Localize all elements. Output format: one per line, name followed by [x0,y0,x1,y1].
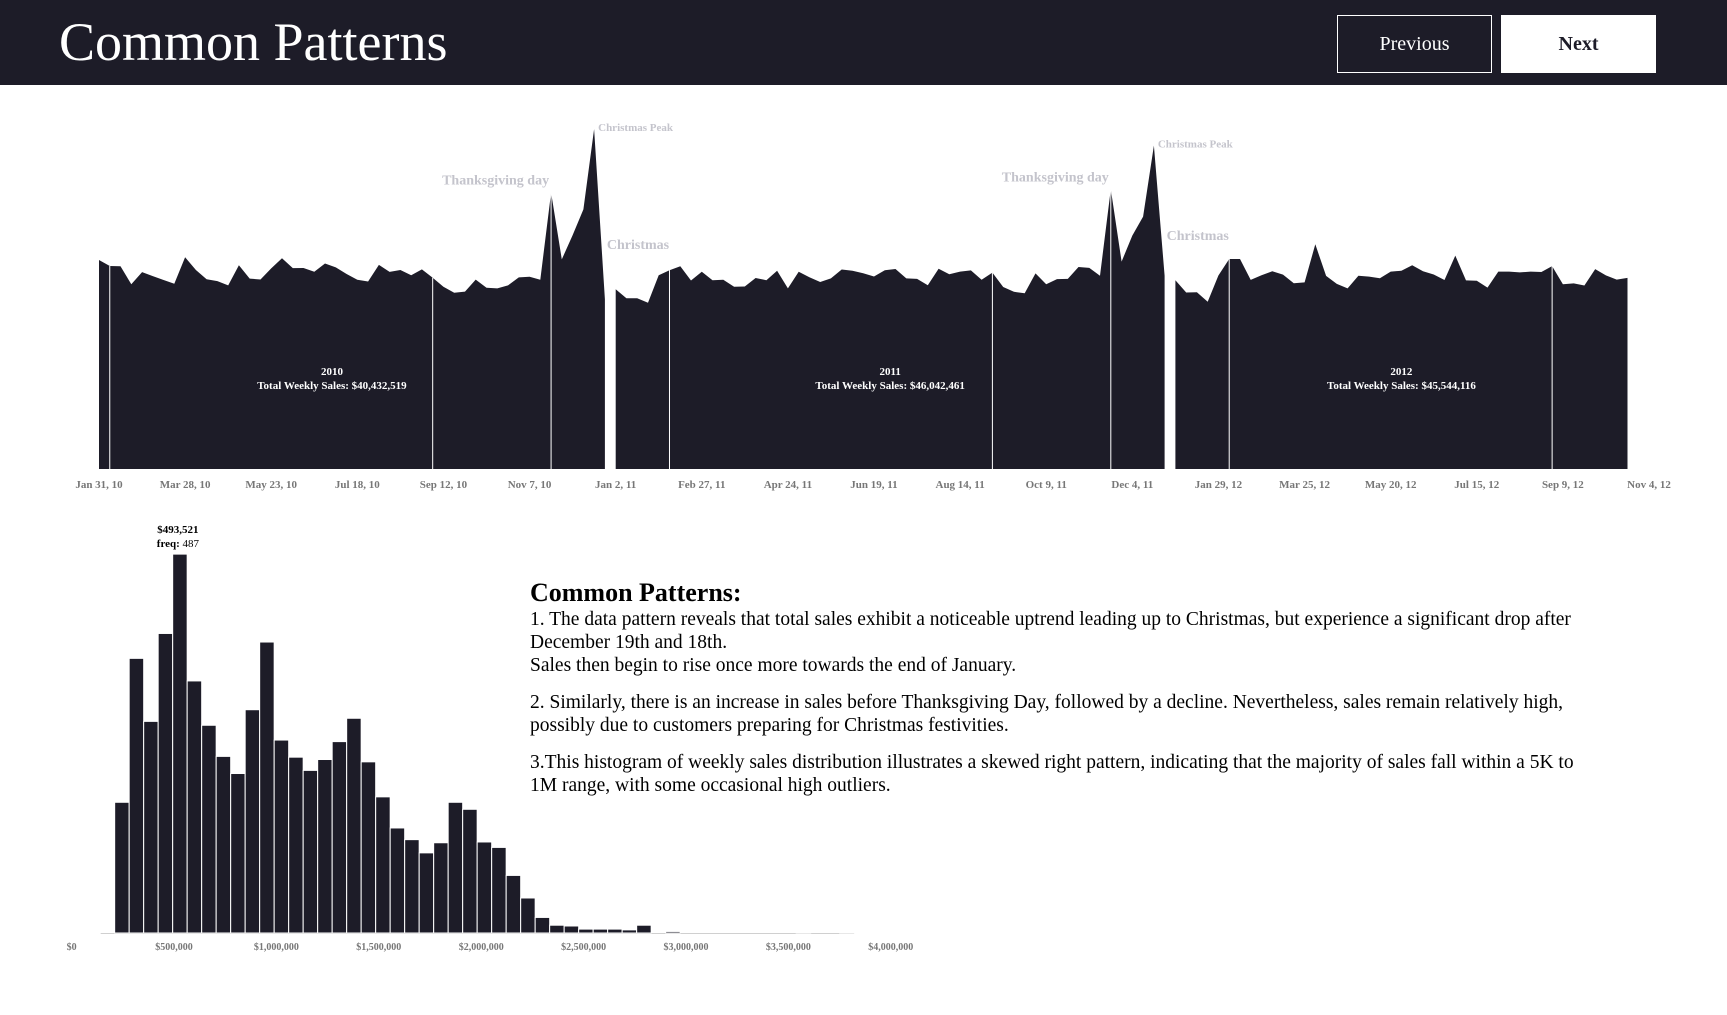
histogram-bar [273,739,290,934]
previous-button[interactable]: Previous [1337,15,1492,73]
histogram-bar [201,724,217,934]
histogram-bar [563,925,580,934]
year-total-label: Total Weekly Sales: $46,042,461 [815,380,964,392]
histogram-bar [839,931,855,934]
hist-x-tick-label: $3,000,000 [664,942,709,953]
hist-x-tick-label: $2,000,000 [459,942,504,953]
histogram-bar [230,773,246,934]
x-tick-label: Jun 19, 11 [850,479,897,491]
year-label: 2012 [1390,366,1413,378]
histogram-bar [128,657,145,934]
annotation-label: Christmas [1167,229,1230,244]
common-patterns-notes: Common Patterns: 1. The data pattern rev… [530,578,1590,811]
note-2: 2. Similarly, there is an increase in sa… [530,692,1563,736]
x-tick-label: Apr 24, 11 [764,479,812,491]
year-total-label: Total Weekly Sales: $45,544,116 [1327,380,1476,392]
note-1-continued: Sales then begin to rise once more towar… [530,655,1017,676]
header-bar: Common Patterns Previous Next [0,0,1727,85]
year-label: 2010 [321,366,344,378]
x-tick-label: Jul 15, 12 [1454,479,1499,491]
annotation-label: Thanksgiving day [442,174,549,189]
annotation-label: Thanksgiving day [1002,170,1109,185]
histogram-bar [636,924,652,934]
note-1-text: 1. The data pattern reveals that total s… [530,609,1571,653]
x-tick-label: Dec 4, 11 [1111,479,1153,491]
histogram-bar [389,827,406,934]
histogram-bar [665,930,681,934]
annotation-label: Christmas Peak [598,122,674,134]
histogram-bar [476,841,493,934]
annotation-label: Christmas Peak [1158,139,1234,151]
area-series-2011 [615,145,1165,469]
x-tick-label: May 23, 10 [245,479,297,491]
x-tick-label: Mar 28, 10 [160,479,211,491]
year-label: 2011 [879,366,900,378]
histogram-bar [360,761,377,934]
hist-x-tick-label: $1,000,000 [254,942,299,953]
hist-x-tick-label: $4,000,000 [868,942,913,953]
freq-prefix: freq: [157,538,183,550]
histogram-bar [404,839,420,934]
x-tick-label: Jan 31, 10 [75,479,123,491]
histogram-bar [447,801,464,934]
histogram-bar [621,929,638,934]
area-series-2012 [1175,244,1628,469]
histogram-bar [520,897,536,934]
x-tick-label: Sep 12, 10 [420,479,468,491]
histogram-bar [346,717,362,934]
histogram-bar [462,808,478,934]
histogram-bar [215,755,232,934]
hist-x-tick-label: $3,500,000 [766,942,811,953]
annotation-label: Christmas [607,238,670,253]
hist-x-tick-label: $500,000 [155,942,193,953]
x-tick-label: Sep 9, 12 [1542,479,1584,491]
hist-x-tick-label: $2,500,000 [561,942,606,953]
next-button[interactable]: Next [1501,15,1656,73]
histogram-bar [157,632,174,934]
histogram-bar [186,680,203,934]
histogram-bar [259,641,275,934]
x-tick-label: Jan 2, 11 [595,479,636,491]
histogram-bar [317,759,333,934]
freq-value: 487 [183,538,200,550]
histogram-bar [331,741,348,934]
histogram-bar [302,769,319,934]
histogram-bar [578,928,594,934]
hist-x-tick-label: $0 [67,942,77,953]
x-tick-label: Nov 4, 12 [1627,479,1671,491]
histogram-bar [433,842,449,934]
notes-heading: Common Patterns: [530,578,742,607]
histogram-bar [592,928,609,934]
page-title: Common Patterns [59,12,448,72]
histogram-bar [375,796,391,934]
hist-x-tick-label: $1,500,000 [356,942,401,953]
x-tick-label: Jul 18, 10 [335,479,380,491]
histogram-bar [172,553,188,934]
histogram-bar [288,756,304,934]
histogram-bar [795,931,812,934]
x-tick-label: Feb 27, 11 [678,479,725,491]
x-tick-label: Mar 25, 12 [1279,479,1330,491]
histogram-bar [607,928,623,934]
histogram-bar [244,709,261,934]
x-tick-label: Aug 14, 11 [936,479,985,491]
histogram-bar [534,916,551,934]
x-tick-label: Jan 29, 12 [1195,479,1243,491]
histogram-bar [549,924,565,934]
histogram-bar [505,874,522,934]
histogram-bar [114,801,130,934]
x-tick-label: Nov 7, 10 [508,479,552,491]
year-total-label: Total Weekly Sales: $40,432,519 [257,380,407,392]
x-tick-label: Oct 9, 11 [1026,479,1067,491]
note-3: 3.This histogram of weekly sales distrib… [530,752,1574,796]
histogram-bar [143,720,159,934]
area-series-2010 [99,129,605,469]
peak-bin-value-label: $493,521 [157,524,198,536]
histogram-bar [418,852,435,934]
histogram-bar [491,846,507,934]
peak-bin-freq-label: freq: 487 [157,538,200,550]
note-1: 1. The data pattern reveals that total s… [530,608,1590,677]
x-tick-label: May 20, 12 [1365,479,1417,491]
